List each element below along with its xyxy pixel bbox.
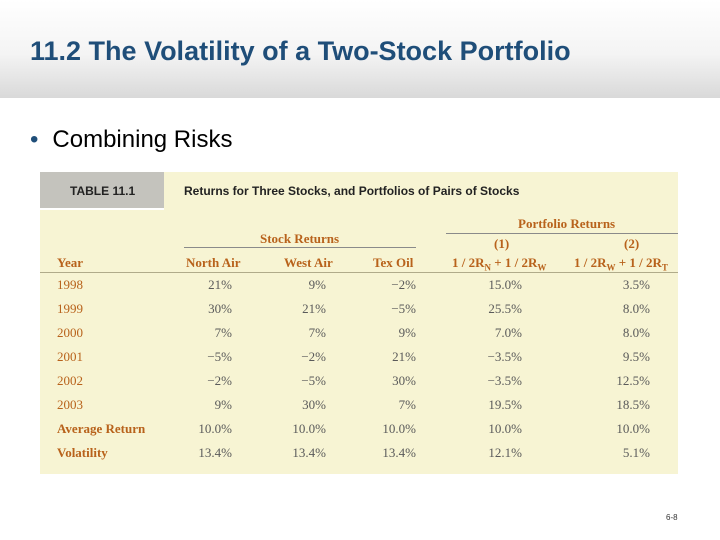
summary-row: Volatility 13.4% 13.4% 13.4% 12.1% 5.1%: [40, 440, 678, 464]
cell-west-air: 9%: [308, 277, 326, 292]
cell-tex-oil: 10.0%: [382, 421, 416, 436]
table-row: 2003 9% 30% 7% 19.5% 18.5%: [40, 392, 678, 416]
returns-table: TABLE 11.1 Returns for Three Stocks, and…: [40, 172, 678, 474]
cell-portfolio-2: 8.0%: [622, 325, 650, 340]
cell-west-air: −2%: [301, 349, 326, 364]
cell-portfolio-1: 25.5%: [488, 301, 522, 316]
cell-west-air: 13.4%: [292, 445, 326, 460]
cell-portfolio-2: 3.5%: [622, 277, 650, 292]
cell-portfolio-1: 19.5%: [488, 397, 522, 412]
cell-portfolio-2: 8.0%: [622, 301, 650, 316]
cell-portfolio-2: 10.0%: [616, 421, 650, 436]
cell-portfolio-1: −3.5%: [487, 373, 522, 388]
cell-portfolio-1: 7.0%: [494, 325, 522, 340]
cell-north-air: 30%: [208, 301, 232, 316]
cell-west-air: 7%: [308, 325, 326, 340]
row-label: 2003: [57, 397, 83, 412]
cell-portfolio-2: 5.1%: [622, 445, 650, 460]
portfolio-returns-header: Portfolio Returns: [518, 216, 616, 231]
row-label: 1999: [57, 301, 83, 316]
bullet-dot-icon: •: [30, 126, 39, 153]
col-header-west-air: West Air: [284, 255, 333, 270]
cell-portfolio-1: 15.0%: [488, 277, 522, 292]
row-label: 2000: [57, 325, 83, 340]
cell-tex-oil: 30%: [392, 373, 416, 388]
cell-west-air: 10.0%: [292, 421, 326, 436]
title-bar: 11.2 The Volatility of a Two-Stock Portf…: [0, 0, 720, 98]
table-row: 1999 30% 21% −5% 25.5% 8.0%: [40, 296, 678, 320]
cell-west-air: 21%: [302, 301, 326, 316]
cell-north-air: 21%: [208, 277, 232, 292]
row-label: 2002: [57, 373, 83, 388]
stock-header-rule: [184, 247, 416, 248]
col-header-north-air: North Air: [186, 255, 241, 270]
table-row: 2002 −2% −5% 30% −3.5% 12.5%: [40, 368, 678, 392]
table-number: TABLE 11.1: [70, 184, 136, 198]
col-header-tex-oil: Tex Oil: [373, 255, 414, 270]
table-row: 2000 7% 7% 9% 7.0% 8.0%: [40, 320, 678, 344]
header-divider: [40, 272, 678, 273]
table-row: 1998 21% 9% −2% 15.0% 3.5%: [40, 272, 678, 296]
col-header-year: Year: [57, 255, 83, 270]
cell-tex-oil: 21%: [392, 349, 416, 364]
row-label: Average Return: [57, 421, 146, 436]
row-label: 2001: [57, 349, 83, 364]
cell-tex-oil: −2%: [391, 277, 416, 292]
table-heading: Returns for Three Stocks, and Portfolios…: [184, 184, 520, 198]
table-tab: TABLE 11.1: [40, 172, 164, 210]
table-row: 2001 −5% −2% 21% −3.5% 9.5%: [40, 344, 678, 368]
bullet-item: • Combining Risks: [30, 126, 232, 154]
portfolio-col1-number: (1): [494, 236, 510, 251]
bullet-text: Combining Risks: [52, 126, 233, 153]
row-label: 1998: [57, 277, 83, 292]
cell-portfolio-2: 12.5%: [616, 373, 650, 388]
cell-north-air: 9%: [214, 397, 232, 412]
cell-portfolio-1: −3.5%: [487, 349, 522, 364]
cell-west-air: −5%: [301, 373, 326, 388]
cell-tex-oil: 7%: [398, 397, 416, 412]
cell-portfolio-2: 9.5%: [622, 349, 650, 364]
cell-portfolio-2: 18.5%: [616, 397, 650, 412]
cell-west-air: 30%: [302, 397, 326, 412]
cell-portfolio-1: 12.1%: [488, 445, 522, 460]
cell-north-air: 13.4%: [198, 445, 232, 460]
cell-north-air: 7%: [214, 325, 232, 340]
col-header-portfolio-1: 1 / 2RN + 1 / 2RW: [452, 255, 547, 273]
page-code: 6-8: [666, 513, 678, 522]
col-header-portfolio-2: 1 / 2RW + 1 / 2RT: [574, 255, 668, 273]
cell-north-air: 10.0%: [198, 421, 232, 436]
cell-north-air: −2%: [207, 373, 232, 388]
row-label: Volatility: [57, 445, 108, 460]
portfolio-col2-number: (2): [624, 236, 640, 251]
portfolio-header-rule: [446, 233, 678, 234]
summary-row: Average Return 10.0% 10.0% 10.0% 10.0% 10.0%: [40, 416, 678, 440]
cell-tex-oil: 9%: [398, 325, 416, 340]
cell-tex-oil: −5%: [391, 301, 416, 316]
stock-returns-header: Stock Returns: [260, 231, 340, 246]
cell-tex-oil: 13.4%: [382, 445, 416, 460]
cell-north-air: −5%: [207, 349, 232, 364]
slide-title: 11.2 The Volatility of a Two-Stock Portf…: [30, 36, 571, 66]
cell-portfolio-1: 10.0%: [488, 421, 522, 436]
